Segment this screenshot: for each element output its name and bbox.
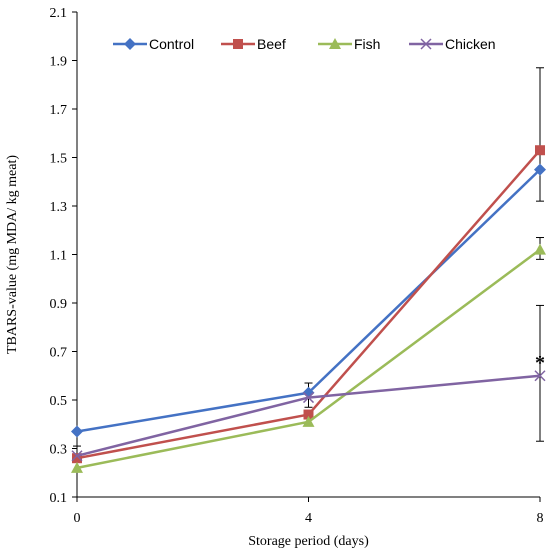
data-point-chicken: [71, 450, 83, 462]
series-layer: [71, 145, 546, 473]
x-tick-label: 4: [305, 511, 312, 526]
x-axis-title: Storage period (days): [248, 534, 369, 549]
legend-item-chicken: Chicken: [409, 36, 496, 52]
y-tick-label: 0.5: [50, 394, 68, 409]
series-beef: [72, 145, 545, 464]
legend-label-chicken: Chicken: [445, 36, 496, 52]
legend-marker-chicken: [420, 38, 432, 50]
data-point-control: [71, 425, 83, 438]
data-point-beef: [72, 453, 82, 464]
y-tick-label: 0.3: [50, 443, 68, 458]
data-point-control: [302, 386, 315, 399]
legend-marker-fish: [329, 38, 341, 49]
legend-marker-beef: [233, 39, 243, 49]
significance-asterisk: *: [535, 352, 545, 374]
y-tick-label: 2.1: [50, 6, 68, 21]
data-point-beef: [303, 409, 314, 420]
y-tick-label: 1.1: [50, 249, 68, 264]
legend-item-control: Control: [113, 36, 194, 52]
data-point-stroke: [534, 370, 546, 382]
legend-label-beef: Beef: [257, 36, 286, 52]
legend-marker-control: [124, 38, 136, 50]
data-point-beef: [535, 145, 545, 156]
data-point-stroke: [302, 392, 315, 404]
y-tick-label: 1.9: [50, 55, 68, 70]
series-chicken: [71, 370, 546, 462]
x-axis-ticks: 0 4 8: [74, 497, 544, 526]
error-bar: [536, 304, 544, 442]
y-tick-label: 0.1: [50, 491, 68, 506]
y-axis-ticks: 0.1 0.3 0.5 0.7 0.9 1.1 1.3 1.5 1.7 1.9 2.1: [50, 6, 77, 506]
data-point-fish: [71, 461, 83, 473]
legend: Control Beef Fish Chicken: [113, 36, 496, 52]
data-point-fish: [534, 243, 546, 255]
y-tick-label: 1.7: [50, 103, 68, 118]
data-point-stroke: [71, 450, 83, 462]
error-bars: [73, 67, 544, 459]
error-bar: [536, 67, 544, 202]
data-point-control: [534, 163, 546, 176]
y-tick-label: 1.3: [50, 200, 68, 215]
series-fish: [71, 243, 546, 473]
data-point-stroke: [420, 38, 432, 50]
legend-label-control: Control: [149, 36, 194, 52]
series-control: [71, 163, 546, 438]
legend-item-fish: Fish: [318, 36, 380, 52]
annotations: *: [535, 352, 545, 374]
legend-item-beef: Beef: [221, 36, 286, 52]
series-line-fish: [76, 248, 541, 470]
y-axis-title: TBARS-value (mg MDA/ kg meat): [5, 155, 20, 354]
data-point-chicken: [302, 392, 315, 404]
data-point-fish: [302, 415, 315, 427]
legend-label-fish: Fish: [354, 36, 380, 52]
y-tick-label: 0.9: [50, 297, 68, 312]
x-tick-label: 8: [537, 511, 544, 526]
x-tick-label: 0: [74, 511, 81, 526]
data-point-chicken: [534, 370, 546, 382]
y-tick-label: 1.5: [50, 152, 68, 167]
y-tick-label: 0.7: [50, 346, 68, 361]
